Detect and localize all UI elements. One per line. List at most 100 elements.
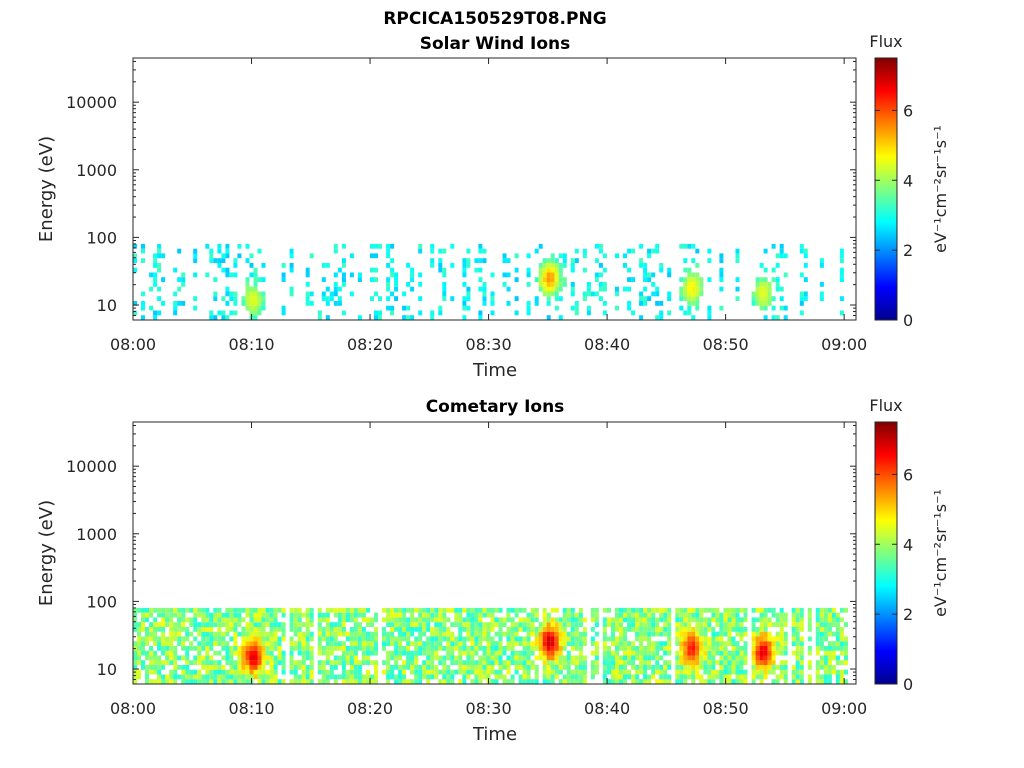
flux-cell	[615, 636, 619, 642]
flux-cell	[598, 263, 603, 268]
flux-cell	[349, 660, 354, 665]
flux-cell	[297, 631, 302, 637]
flux-cell	[474, 258, 479, 263]
flux-cell	[602, 622, 607, 627]
flux-cell	[755, 669, 760, 675]
flux-cell	[374, 631, 378, 637]
flux-cell	[707, 655, 712, 661]
flux-cell	[518, 636, 523, 642]
flux-cell	[723, 622, 728, 627]
flux-cell	[494, 679, 499, 684]
flux-cell	[711, 679, 716, 684]
flux-cell	[141, 650, 145, 656]
flux-cell	[370, 243, 374, 249]
flux-cell	[446, 650, 451, 656]
flux-cell	[751, 622, 756, 627]
flux-cell	[482, 650, 487, 656]
flux-cell	[647, 646, 652, 651]
flux-cell	[578, 655, 583, 661]
flux-cell	[675, 674, 680, 680]
flux-cell	[229, 674, 234, 680]
flux-cell	[771, 660, 776, 665]
flux-cell	[422, 641, 427, 646]
flux-cell	[502, 258, 507, 263]
flux-cell	[659, 627, 664, 632]
flux-cell	[819, 607, 824, 613]
flux-cell	[185, 665, 190, 670]
flux-cell	[771, 655, 776, 661]
flux-cell	[374, 669, 378, 675]
flux-cell	[695, 665, 700, 670]
colorbar-tick-label: 6	[903, 465, 913, 484]
flux-cell	[731, 679, 736, 684]
flux-cell	[623, 627, 627, 632]
flux-cell	[269, 660, 274, 665]
flux-cell	[839, 646, 844, 651]
flux-cell	[205, 627, 210, 632]
flux-cell	[554, 277, 559, 282]
flux-cell	[550, 669, 555, 675]
flux-cell	[209, 627, 214, 632]
flux-cell	[193, 248, 198, 254]
flux-cell	[225, 248, 230, 254]
flux-cell	[374, 646, 378, 651]
flux-cell	[799, 248, 804, 254]
flux-cell	[141, 243, 145, 249]
flux-cell	[173, 669, 178, 675]
flux-cell	[647, 607, 652, 613]
flux-cell	[538, 631, 543, 637]
flux-cell	[675, 641, 680, 646]
flux-cell	[819, 282, 824, 287]
flux-cell	[361, 636, 366, 642]
flux-cell	[410, 631, 415, 637]
flux-cell	[345, 646, 350, 651]
flux-cell	[253, 622, 258, 627]
flux-cell	[594, 641, 599, 646]
flux-cell	[309, 253, 314, 259]
flux-cell	[703, 669, 708, 675]
flux-cell	[767, 665, 772, 670]
flux-cell	[442, 607, 447, 613]
flux-cell	[490, 622, 495, 627]
flux-cell	[269, 612, 274, 618]
flux-cell	[145, 631, 149, 637]
flux-cell	[779, 660, 784, 665]
flux-cell	[675, 631, 680, 637]
flux-cell	[237, 665, 242, 670]
flux-cell	[466, 646, 471, 651]
flux-cell	[819, 622, 824, 627]
flux-cell	[349, 253, 354, 259]
flux-cell	[257, 291, 262, 297]
flux-cell	[659, 646, 664, 651]
flux-cell	[273, 679, 278, 684]
flux-cell	[695, 286, 700, 292]
flux-cell	[221, 636, 226, 642]
flux-cell	[775, 679, 780, 684]
flux-cell	[771, 650, 776, 656]
flux-cell	[522, 607, 527, 613]
flux-cell	[333, 627, 338, 632]
flux-cell	[554, 646, 559, 651]
flux-cell	[410, 622, 415, 627]
flux-cell	[598, 282, 603, 287]
flux-cell	[627, 286, 632, 292]
flux-cell	[153, 665, 158, 670]
flux-cell	[133, 607, 137, 613]
flux-cell	[651, 650, 656, 656]
flux-cell	[755, 301, 760, 306]
flux-cell	[623, 253, 627, 259]
flux-cell	[438, 641, 443, 646]
flux-cell	[406, 660, 411, 665]
flux-cell	[534, 641, 539, 646]
flux-cell	[193, 612, 198, 618]
x-axis: 08:00 08:10 08:20 08:30 08:40 08:50 09:00	[110, 422, 867, 718]
flux-cell	[795, 636, 800, 642]
flux-cell	[647, 655, 652, 661]
flux-cell	[639, 660, 644, 665]
flux-cell	[386, 607, 391, 613]
flux-cell	[570, 669, 575, 675]
flux-cell	[627, 267, 632, 273]
flux-cell	[273, 641, 278, 646]
flux-cell	[659, 301, 664, 306]
flux-cell	[245, 277, 250, 282]
